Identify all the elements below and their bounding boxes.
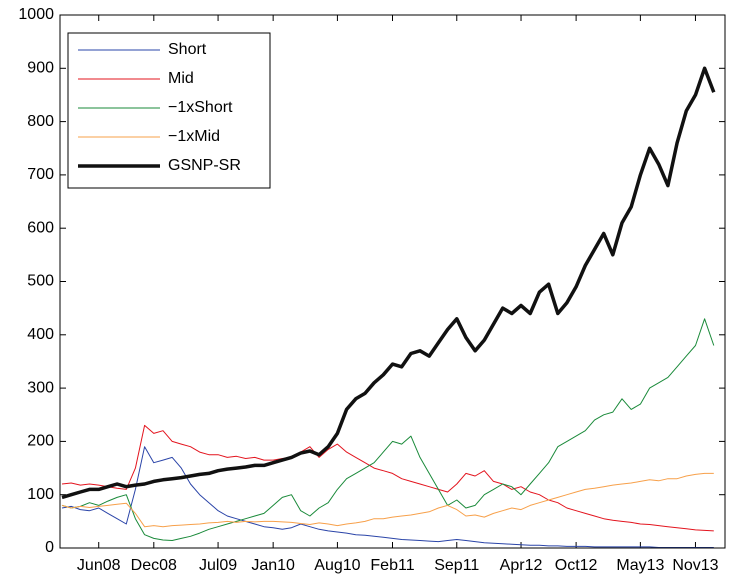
y-tick-label: 1000	[18, 6, 54, 23]
y-tick-label: 100	[27, 486, 54, 503]
legend-label: GSNP-SR	[168, 157, 241, 174]
x-tick-label: May13	[616, 557, 664, 574]
y-tick-label: 600	[27, 219, 54, 236]
legend-label: −1xShort	[168, 99, 233, 116]
legend-label: −1xMid	[168, 128, 220, 145]
y-tick-label: 500	[27, 273, 54, 290]
series-line	[61, 472, 714, 528]
x-tick-label: Feb11	[370, 557, 414, 574]
series-line	[61, 446, 714, 548]
legend-box	[67, 32, 271, 189]
legend-label: Short	[168, 41, 207, 58]
x-tick-label: Aug10	[314, 557, 360, 574]
x-tick-label: Nov13	[672, 557, 718, 574]
axes-box	[59, 14, 726, 549]
x-tick-label: Jul09	[199, 557, 237, 574]
x-tick-label: Dec08	[131, 557, 177, 574]
x-tick-label: Apr12	[500, 557, 543, 574]
y-tick-label: 300	[27, 379, 54, 396]
y-tick-label: 200	[27, 433, 54, 450]
series-line	[61, 318, 715, 541]
x-tick-label: Oct12	[555, 557, 598, 574]
x-tick-label: Sep11	[434, 557, 479, 574]
y-tick-label: 800	[27, 113, 54, 130]
series-line	[61, 424, 714, 532]
y-tick-label: 400	[27, 326, 54, 343]
y-tick-label: 700	[27, 166, 54, 183]
y-tick-label: 900	[27, 60, 54, 77]
x-tick-label: Jun08	[77, 557, 121, 574]
legend-label: Mid	[168, 70, 194, 87]
y-tick-label: 0	[45, 539, 54, 556]
x-tick-label: Jan10	[251, 557, 295, 574]
series-line	[61, 66, 716, 500]
